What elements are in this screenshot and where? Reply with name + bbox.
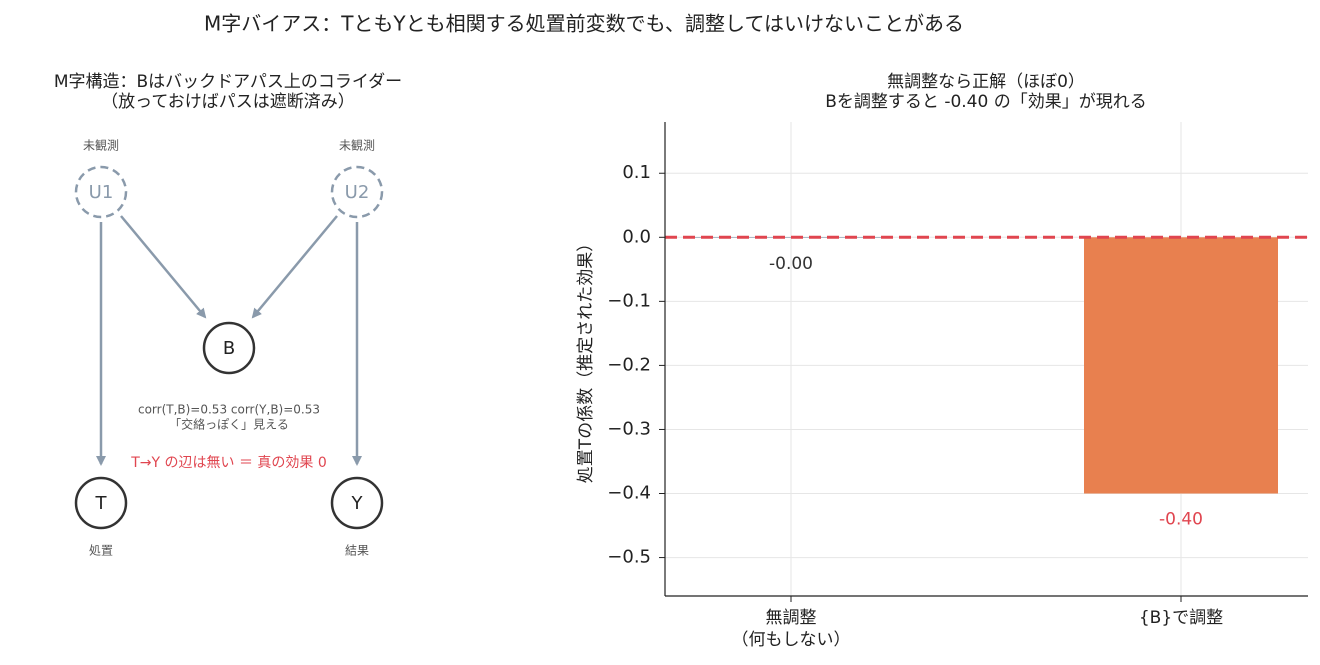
y-tick-label: −0.4 — [607, 483, 651, 504]
node-label: U1 — [89, 182, 114, 203]
y-tick-label: −0.1 — [607, 290, 651, 311]
y-tick-label: −0.5 — [607, 547, 651, 568]
node — [74, 476, 128, 530]
edge — [120, 215, 207, 319]
node-caption: 未観測 — [339, 139, 375, 153]
node-caption: 未観測 — [83, 139, 119, 153]
annotation: T→Y の辺は無い ＝ 真の効果 0 — [130, 455, 327, 471]
y-tick-label: 0.0 — [622, 226, 651, 247]
edge — [251, 215, 338, 319]
node-label: B — [223, 338, 235, 359]
figure-title: M字バイアス：TともYとも相関する処置前変数でも、調整してはいけないことがある — [204, 12, 964, 36]
annotation: corr(T,B)=0.53 corr(Y,B)=0.53 — [138, 403, 320, 417]
node-label: T — [95, 493, 108, 514]
node-caption: 処置 — [89, 544, 113, 558]
node-caption: 結果 — [345, 544, 369, 558]
node — [74, 165, 128, 219]
y-tick-label: 0.1 — [622, 162, 651, 183]
diagram: M字構造：Bはバックドアパス上のコライダー （放っておけばパスは遮断済み） U1… — [54, 72, 402, 558]
x-tick-label: {B}で調整 — [1139, 608, 1223, 628]
value-label: -0.40 — [1159, 510, 1203, 530]
node — [202, 321, 256, 375]
x-tick-label: 無調整（何もしない） — [732, 608, 851, 650]
value-label: -0.00 — [769, 254, 813, 274]
y-tick-label: −0.2 — [607, 354, 651, 375]
chart-title: 無調整なら正解（ほぼ0） — [887, 72, 1085, 92]
node — [330, 165, 384, 219]
node-label: Y — [351, 493, 364, 514]
bar-chart: 無調整なら正解（ほぼ0） Bを調整すると -0.40 の「効果」が現れる 処置T… — [576, 72, 1308, 650]
y-tick-label: −0.3 — [607, 418, 651, 439]
diagram-title: M字構造：Bはバックドアパス上のコライダー — [54, 72, 402, 92]
annotation: 「交絡っぽく」見える — [169, 417, 289, 432]
chart-subtitle: Bを調整すると -0.40 の「効果」が現れる — [825, 92, 1146, 112]
y-axis-label: 処置Tの係数（推定された効果） — [576, 235, 596, 483]
diagram-subtitle: （放っておけばパスは遮断済み） — [101, 92, 355, 112]
node — [330, 476, 384, 530]
node-label: U2 — [345, 182, 370, 203]
bar — [1084, 237, 1278, 494]
